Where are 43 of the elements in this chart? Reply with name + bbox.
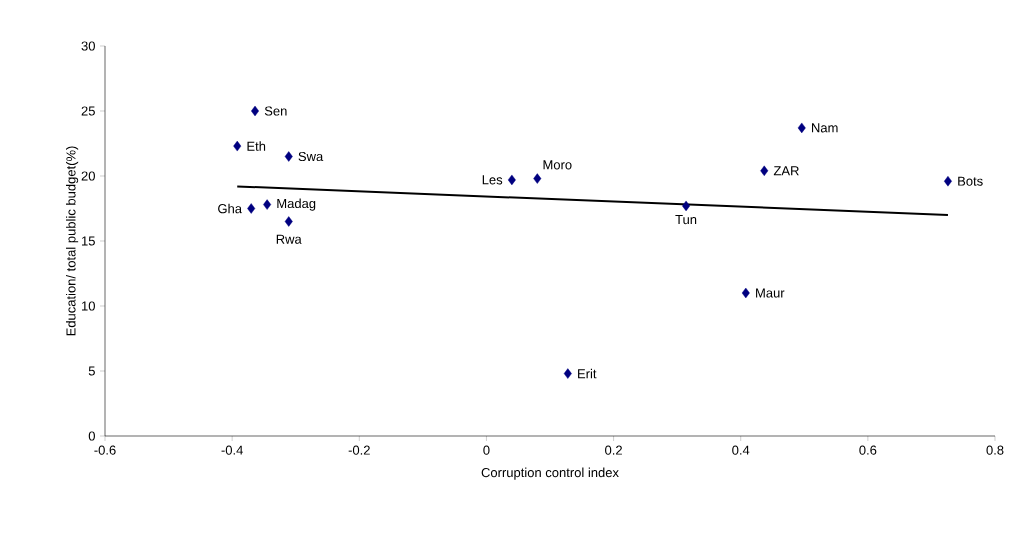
annotation: Sen <box>264 106 287 116</box>
x-tick-label: 0.2 <box>605 445 622 455</box>
point <box>507 174 516 186</box>
y-tick-label: 20 <box>81 171 95 181</box>
x-tick-label: 0.4 <box>732 445 750 455</box>
annotation: ZAR <box>773 166 799 176</box>
y-axis-title: Education/ total public budget(%) <box>66 146 79 336</box>
annotation: Madag <box>277 198 316 211</box>
point <box>741 287 750 299</box>
x-tick-label: 0 <box>483 445 490 455</box>
point <box>263 199 272 210</box>
annotation: Eth <box>247 141 266 151</box>
annotation: Gha <box>218 203 243 214</box>
x-tick-label: -0.2 <box>348 445 370 455</box>
annotation: Swa <box>298 151 324 162</box>
y-tick-label: 15 <box>82 236 95 246</box>
point <box>233 140 242 152</box>
point <box>944 176 952 187</box>
x-tick-label: 0.8 <box>986 445 1004 455</box>
point <box>797 122 806 134</box>
point <box>284 151 293 162</box>
y-tick-label: 10 <box>82 301 95 311</box>
y-tick-label: 0 <box>88 431 95 441</box>
x-tick-label: 0.6 <box>859 445 877 455</box>
y-tick-label: 25 <box>81 106 95 116</box>
annotation: Tun <box>675 215 697 225</box>
point <box>760 165 769 176</box>
annotation: Maur <box>756 288 785 298</box>
y-tick-label: 5 <box>88 366 95 376</box>
x-tick-label: -0.4 <box>221 445 243 455</box>
annotation: Erit <box>578 368 597 379</box>
annotation: Nam <box>812 123 838 133</box>
annotation: Les <box>482 175 503 185</box>
annotation: Bots <box>958 176 983 186</box>
point <box>284 216 293 227</box>
annotation: Rwa <box>276 234 302 244</box>
point <box>247 203 256 214</box>
point <box>563 368 572 379</box>
x-axis-title: Corruption control index <box>481 467 619 480</box>
annotation: Moro <box>543 160 572 170</box>
y-tick-label: 30 <box>81 41 95 51</box>
point <box>533 173 542 184</box>
x-tick-label: -0.6 <box>94 445 116 455</box>
